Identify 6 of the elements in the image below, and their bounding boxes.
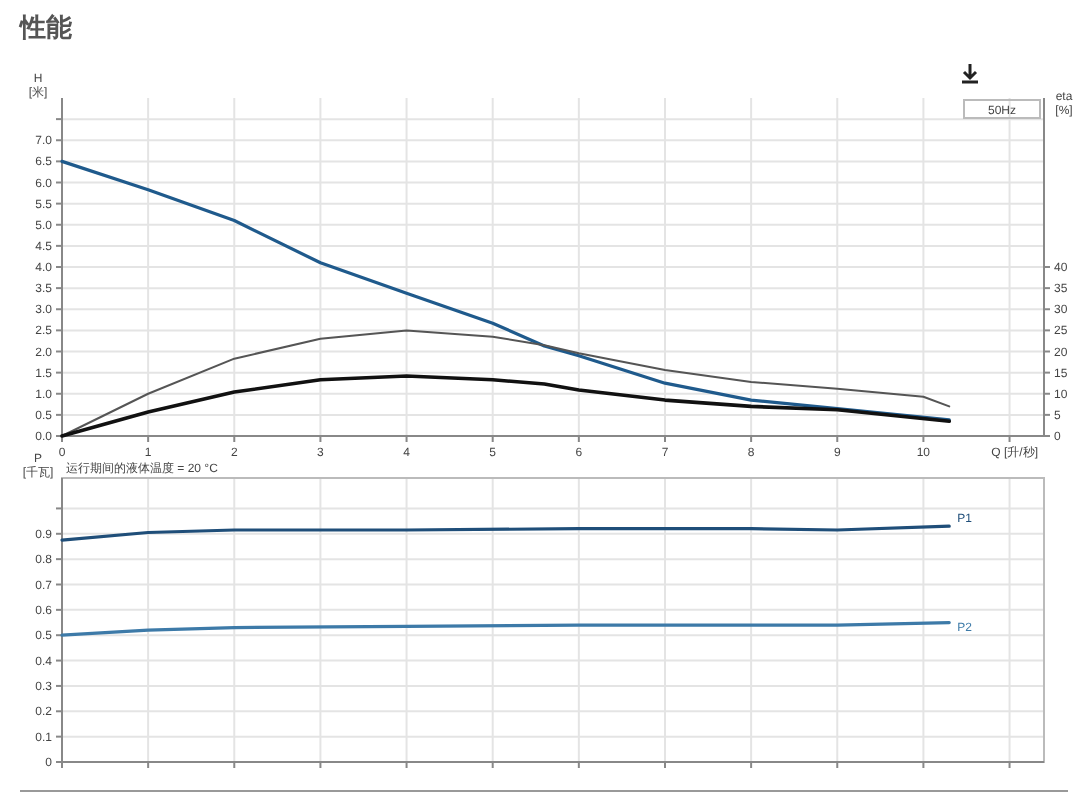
line-series [60, 374, 952, 438]
line-series [60, 159, 951, 422]
line-series [60, 620, 951, 637]
line-series [60, 524, 951, 542]
chart-title: 性能 [18, 12, 74, 42]
line-series [61, 329, 951, 437]
